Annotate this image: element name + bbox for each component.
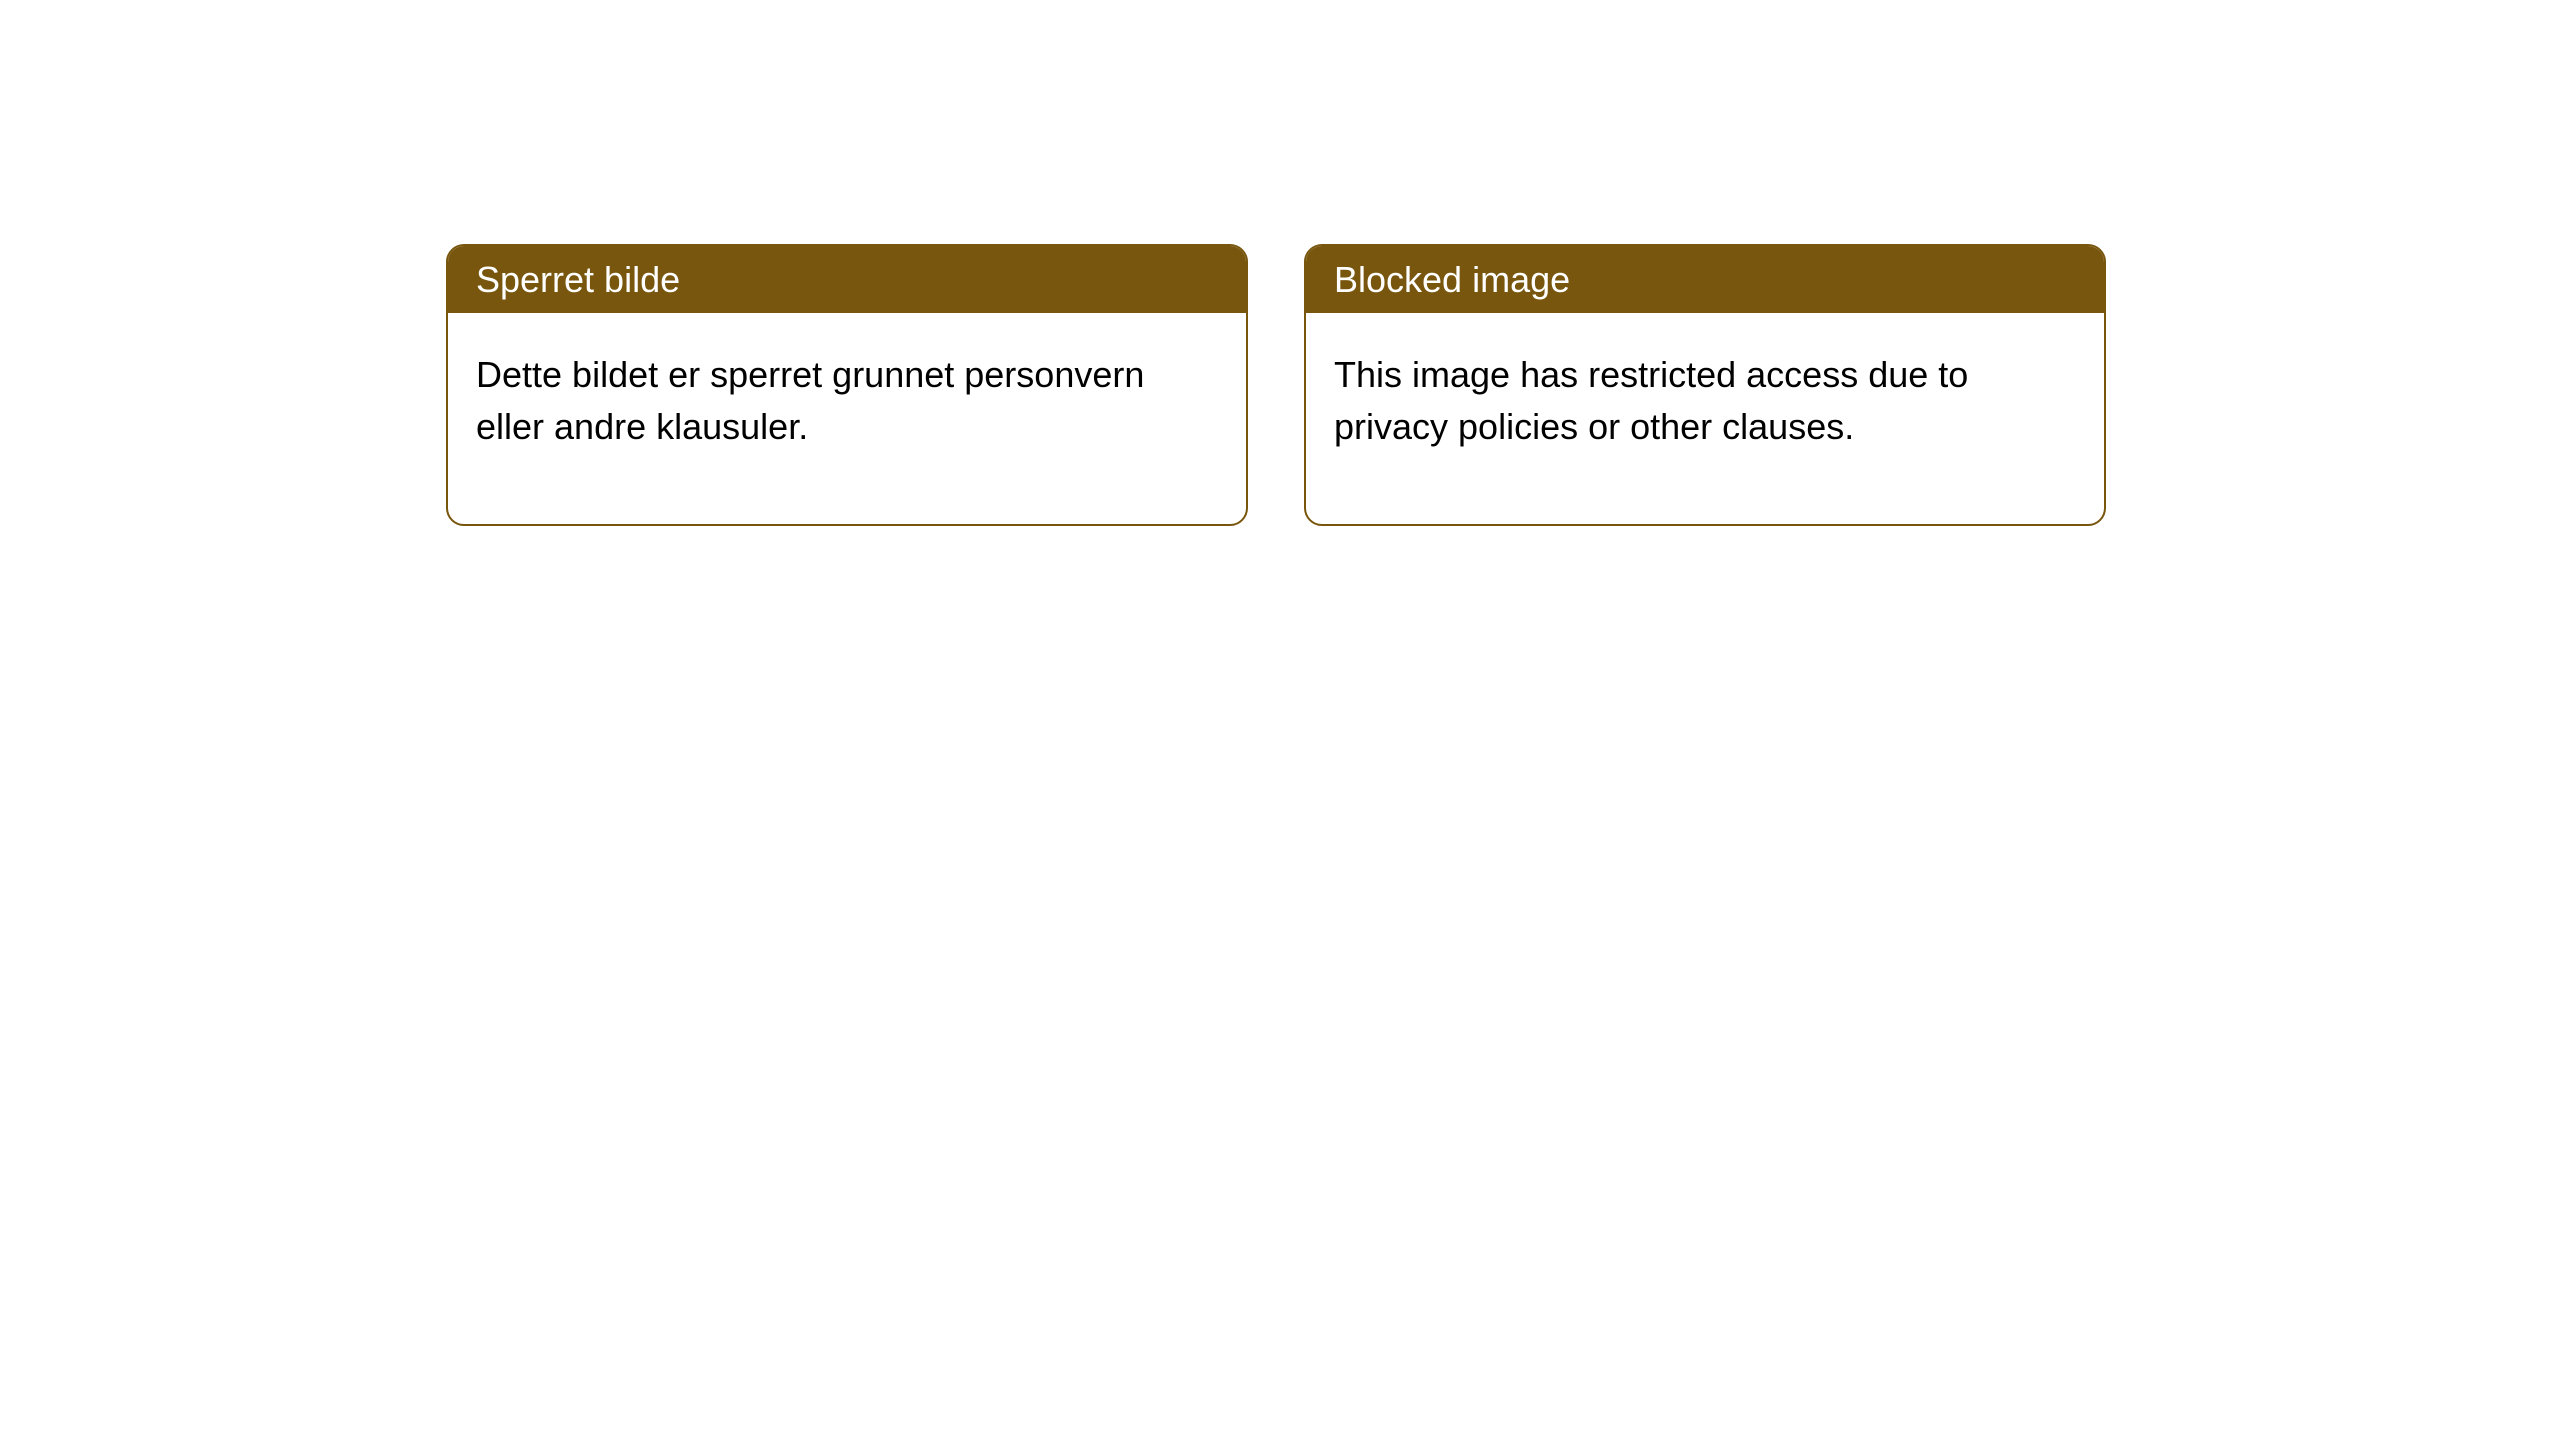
notice-container: Sperret bilde Dette bildet er sperret gr… <box>0 0 2560 526</box>
card-body-text: This image has restricted access due to … <box>1334 354 1968 447</box>
notice-card-english: Blocked image This image has restricted … <box>1304 244 2106 526</box>
card-title: Sperret bilde <box>476 259 680 300</box>
card-header: Blocked image <box>1306 246 2104 313</box>
card-body: This image has restricted access due to … <box>1306 313 2104 523</box>
card-header: Sperret bilde <box>448 246 1246 313</box>
card-body: Dette bildet er sperret grunnet personve… <box>448 313 1246 523</box>
card-body-text: Dette bildet er sperret grunnet personve… <box>476 354 1144 447</box>
card-title: Blocked image <box>1334 259 1570 300</box>
notice-card-norwegian: Sperret bilde Dette bildet er sperret gr… <box>446 244 1248 526</box>
